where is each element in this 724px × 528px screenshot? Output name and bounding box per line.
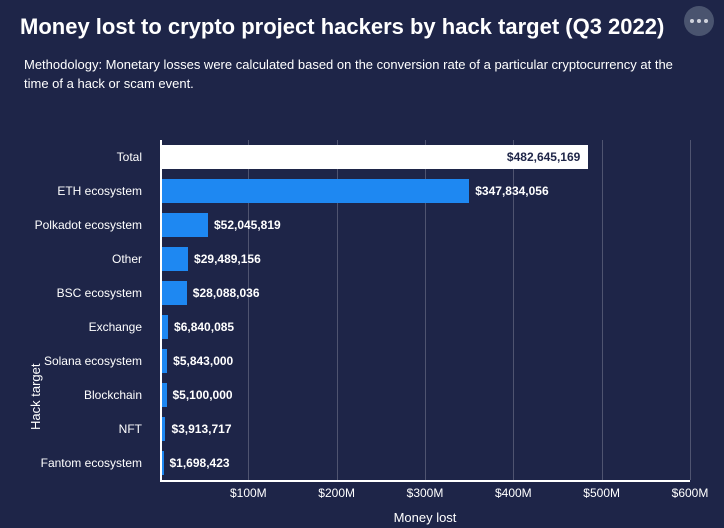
x-axis-line: [160, 480, 690, 482]
x-axis-label: Money lost: [394, 510, 457, 525]
bar: [162, 213, 208, 237]
bar: [162, 179, 469, 203]
bar: [162, 281, 187, 305]
value-label: $28,088,036: [193, 276, 260, 310]
bar-row: Solana ecosystem$5,843,000: [160, 344, 690, 378]
chart-title: Money lost to crypto project hackers by …: [0, 0, 724, 50]
chart-area: Hack target Money lost $100M$200M$300M$4…: [0, 130, 724, 520]
bar: [162, 417, 165, 441]
plot-region: Money lost $100M$200M$300M$400M$500M$600…: [160, 140, 690, 480]
bar: [162, 247, 188, 271]
bar-row: Fantom ecosystem$1,698,423: [160, 446, 690, 480]
category-label: BSC ecosystem: [0, 276, 150, 310]
bar-row: BSC ecosystem$28,088,036: [160, 276, 690, 310]
value-label: $1,698,423: [170, 446, 230, 480]
bar: [162, 383, 167, 407]
category-label: NFT: [0, 412, 150, 446]
value-label: $5,843,000: [173, 344, 233, 378]
value-label: $3,913,717: [171, 412, 231, 446]
bar-row: NFT$3,913,717: [160, 412, 690, 446]
bar: [162, 315, 168, 339]
bar: [162, 349, 167, 373]
bar-row: Blockchain$5,100,000: [160, 378, 690, 412]
value-label: $52,045,819: [214, 208, 281, 242]
x-tick-label: $300M: [407, 486, 444, 500]
value-label: $6,840,085: [174, 310, 234, 344]
bar-row: ETH ecosystem$347,834,056: [160, 174, 690, 208]
value-label: $5,100,000: [173, 378, 233, 412]
category-label: Solana ecosystem: [0, 344, 150, 378]
x-tick-label: $200M: [318, 486, 355, 500]
value-label: $482,645,169: [507, 140, 580, 174]
x-tick-label: $100M: [230, 486, 267, 500]
x-tick-label: $500M: [583, 486, 620, 500]
gridline: [690, 140, 691, 480]
bar-row: Total$482,645,169: [160, 140, 690, 174]
bar-row: Exchange$6,840,085: [160, 310, 690, 344]
methodology-text: Methodology: Monetary losses were calcul…: [0, 50, 724, 94]
category-label: Other: [0, 242, 150, 276]
category-label: Fantom ecosystem: [0, 446, 150, 480]
dot-icon: [690, 19, 694, 23]
dot-icon: [697, 19, 701, 23]
dot-icon: [704, 19, 708, 23]
category-label: ETH ecosystem: [0, 174, 150, 208]
category-label: Polkadot ecosystem: [0, 208, 150, 242]
category-label: Total: [0, 140, 150, 174]
bar-row: Polkadot ecosystem$52,045,819: [160, 208, 690, 242]
bar: [162, 451, 164, 475]
menu-button[interactable]: [684, 6, 714, 36]
value-label: $29,489,156: [194, 242, 261, 276]
category-label: Blockchain: [0, 378, 150, 412]
bar-row: Other$29,489,156: [160, 242, 690, 276]
value-label: $347,834,056: [475, 174, 548, 208]
x-tick-label: $400M: [495, 486, 532, 500]
category-label: Exchange: [0, 310, 150, 344]
x-tick-label: $600M: [672, 486, 709, 500]
